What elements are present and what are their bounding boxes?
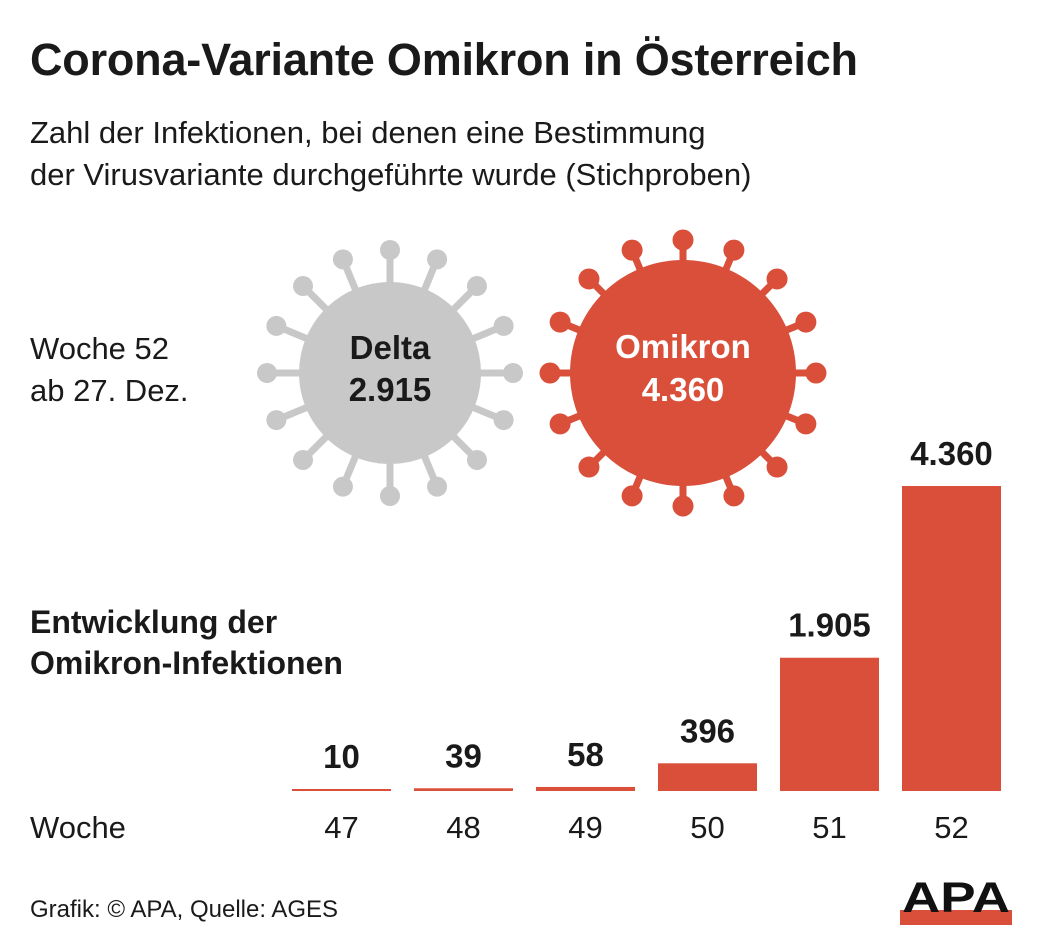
section-title-line-2: Omikron-Infektionen xyxy=(30,645,343,681)
virus-spike-knob xyxy=(493,410,514,431)
source-credit: Grafik: © APA, Quelle: AGES xyxy=(30,896,339,923)
virus-spike-knob xyxy=(257,363,277,383)
bar-value-label: 58 xyxy=(567,736,604,773)
section-title: Entwicklung der Omikron-Infektionen xyxy=(30,602,343,684)
bar-value-label: 39 xyxy=(445,737,482,774)
x-tick-label: 47 xyxy=(324,810,358,845)
virus-spike-knob xyxy=(723,239,745,261)
virus-spike-knob xyxy=(805,362,827,384)
bar-week-50 xyxy=(658,763,757,791)
x-tick-label: 50 xyxy=(690,810,724,845)
bar-value-label: 1.905 xyxy=(788,607,871,644)
virus-spike-knob xyxy=(672,495,694,517)
bar-chart: 10 47 39 48 58 49 396 50 1.905 51 4.360 52 xyxy=(292,435,1001,845)
virus-spike-knob xyxy=(621,239,643,261)
virus-spike-knob xyxy=(795,311,817,333)
virus-spike-knob xyxy=(503,363,523,383)
virus-body xyxy=(570,260,796,486)
x-tick-label: 49 xyxy=(568,810,602,845)
apa-logo-text: APA xyxy=(902,877,1010,922)
virus-omikron-label: Omikron xyxy=(615,328,751,365)
bar-week-48 xyxy=(414,788,513,791)
virus-spike-knob xyxy=(266,410,287,431)
virus-spike-knob xyxy=(332,476,353,497)
virus-delta-icon xyxy=(257,240,523,506)
virus-spike-knob xyxy=(766,268,788,290)
virus-spike-knob xyxy=(266,315,287,336)
virus-omikron-icon xyxy=(539,229,827,517)
virus-spike-knob xyxy=(549,311,571,333)
bar-week-47 xyxy=(292,789,391,791)
virus-spike-knob xyxy=(795,413,817,435)
bar-week-49 xyxy=(536,786,635,791)
chart-title: Corona-Variante Omikron in Österreich xyxy=(30,34,858,85)
virus-spike-knob xyxy=(293,276,314,297)
subtitle-line-1: Zahl der Infektionen, bei denen eine Bes… xyxy=(30,115,706,150)
chart-subtitle: Zahl der Infektionen, bei denen eine Bes… xyxy=(30,112,751,196)
bar-value-label: 396 xyxy=(680,712,735,749)
subtitle-line-2: der Virusvariante durchgeführte wurde (S… xyxy=(30,157,752,192)
virus-spike-knob xyxy=(578,268,600,290)
virus-spike-knob xyxy=(427,476,448,497)
virus-spike-knob xyxy=(466,276,487,297)
virus-spike-knob xyxy=(766,456,788,478)
virus-spike-knob xyxy=(293,449,314,470)
virus-spike-knob xyxy=(621,485,643,507)
x-axis-label: Woche xyxy=(30,810,126,845)
week-label-line-1: Woche 52 xyxy=(30,331,170,366)
apa-logo-bar xyxy=(900,910,1012,925)
section-title-line-1: Entwicklung der xyxy=(30,604,278,640)
virus-spike-knob xyxy=(539,362,561,384)
x-tick-label: 51 xyxy=(812,810,846,845)
virus-body xyxy=(299,282,481,464)
x-tick-label: 52 xyxy=(934,810,968,845)
week-label-line-2: ab 27. Dez. xyxy=(30,373,189,408)
virus-delta-value: 2.915 xyxy=(349,371,432,408)
virus-spike-knob xyxy=(466,449,487,470)
virus-omikron-value: 4.360 xyxy=(642,371,725,408)
x-tick-label: 48 xyxy=(446,810,480,845)
virus-delta-label: Delta xyxy=(350,329,431,366)
virus-spike-knob xyxy=(332,249,353,270)
bar-week-52 xyxy=(902,486,1001,791)
bar-week-51 xyxy=(780,657,879,791)
virus-spike-knob xyxy=(672,229,694,251)
virus-spike-knob xyxy=(380,486,400,506)
virus-spike-knob xyxy=(578,456,600,478)
apa-logo: APA xyxy=(900,877,1012,925)
virus-spike-knob xyxy=(549,413,571,435)
virus-spike-knob xyxy=(493,315,514,336)
week-label: Woche 52 ab 27. Dez. xyxy=(30,328,189,412)
virus-spike-knob xyxy=(427,249,448,270)
bar-value-label: 4.360 xyxy=(910,435,993,472)
virus-spike-knob xyxy=(380,240,400,260)
virus-spike-knob xyxy=(723,485,745,507)
bar-value-label: 10 xyxy=(323,738,360,775)
